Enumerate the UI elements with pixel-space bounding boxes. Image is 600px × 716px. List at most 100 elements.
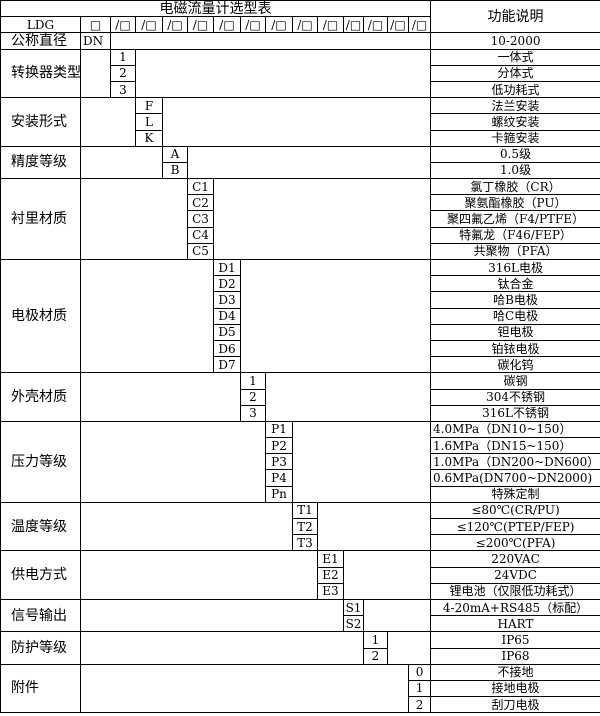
- option-desc: 316L不锈钢: [430, 404, 600, 422]
- option-desc: 分体式: [430, 64, 600, 82]
- group-label: 压力等级: [0, 420, 81, 503]
- group-label: 转换器类型: [0, 48, 81, 99]
- blank-cell: [80, 598, 344, 633]
- blank-cell: [239, 258, 432, 374]
- model-label: LDG: [0, 16, 81, 34]
- option-code: F: [135, 97, 163, 115]
- option-desc: 聚氨酯橡胶（PU）: [430, 194, 600, 212]
- option-code: 2: [240, 388, 266, 406]
- option-desc: 法兰安装: [430, 97, 600, 115]
- option-code: D3: [213, 291, 241, 309]
- nominal-code: DN: [80, 32, 111, 50]
- model-box: /□: [407, 16, 432, 34]
- option-code: A: [162, 145, 188, 163]
- option-code: D2: [213, 275, 241, 293]
- blank-cell: [362, 598, 432, 633]
- option-row: P3 1.0MPa（DN200~DN600）: [1, 453, 600, 471]
- option-code: 1: [407, 679, 432, 698]
- option-code: S1: [343, 598, 364, 617]
- blank-cell: [80, 178, 188, 260]
- nominal-desc: 10-2000: [430, 32, 600, 50]
- title-row: 电磁流量计选型表 功能说明: [0, 0, 600, 34]
- option-code: C4: [187, 226, 214, 244]
- option-code: D6: [213, 339, 241, 358]
- option-desc: 锂电池（仅限低功耗式）: [430, 582, 600, 600]
- option-desc: 接地电极: [430, 679, 600, 698]
- option-desc: 不接地: [430, 663, 600, 681]
- group-label: 精度等级: [0, 145, 81, 180]
- option-row: 电极材质 D1 316L电极: [0, 258, 600, 374]
- option-desc: 碳化钨: [430, 356, 600, 374]
- option-row: D5 钽电极: [1, 323, 600, 341]
- option-desc: 316L电极: [430, 258, 600, 277]
- option-code: 0: [407, 663, 432, 681]
- blank-cell: [264, 372, 432, 422]
- option-row: 压力等级 P1 4.0MPa（DN10~150）: [0, 420, 600, 503]
- option-row: 供电方式 E1 220VAC: [0, 550, 600, 600]
- option-code: C3: [187, 210, 214, 228]
- option-code: 2: [110, 64, 136, 82]
- option-desc: 聚四氟乙烯（F4/PTFE）: [430, 210, 600, 228]
- option-code: D4: [213, 307, 241, 325]
- option-code: L: [135, 113, 163, 131]
- option-row: C2 聚氨酯橡胶（PU）: [1, 194, 600, 212]
- option-row: 安装形式 F 法兰安装: [0, 97, 600, 147]
- group-label: 电极材质: [0, 258, 81, 374]
- option-desc: 1.0级: [430, 161, 600, 180]
- option-desc: 卡箍安装: [430, 129, 600, 147]
- option-row: 防护等级 1 IP65: [0, 631, 600, 665]
- option-desc: 哈C电极: [430, 307, 600, 325]
- option-desc: 碳钢: [430, 372, 600, 390]
- option-desc: ≤200℃(PFA): [430, 534, 600, 552]
- group-label: 安装形式: [0, 97, 81, 147]
- option-code: E3: [317, 582, 344, 600]
- option-desc: 低功耗式: [430, 80, 600, 99]
- option-code: P2: [265, 437, 293, 455]
- model-box: /□: [187, 16, 214, 34]
- option-code: P1: [265, 420, 293, 439]
- model-box: □: [80, 16, 111, 34]
- option-code: T1: [292, 501, 318, 520]
- model-box: /□: [162, 16, 188, 34]
- blank-cell: [386, 631, 432, 665]
- option-desc: ≤80℃(CR/PU): [430, 501, 600, 520]
- option-code: D1: [213, 258, 241, 277]
- option-code: 3: [110, 80, 136, 99]
- option-code: 1: [363, 631, 388, 649]
- option-row: 2 IP68: [1, 647, 600, 665]
- nominal-row: 公称直径 DN 10-2000: [0, 32, 600, 50]
- option-row: S2 HART: [1, 615, 600, 633]
- option-desc: 特殊定制: [430, 485, 600, 503]
- option-row: 温度等级 T1 ≤80℃(CR/PU): [0, 501, 600, 552]
- blank-cell: [291, 420, 432, 503]
- model-box: /□: [343, 16, 364, 34]
- option-desc: HART: [430, 615, 600, 633]
- option-code: B: [162, 161, 188, 180]
- blank-cell: [80, 550, 318, 600]
- option-code: C1: [187, 178, 214, 196]
- model-box: /□: [317, 16, 344, 34]
- model-box: /□: [292, 16, 318, 34]
- option-desc: 特氟龙（F46/FEP）: [430, 226, 600, 244]
- blank-cell: [186, 145, 432, 180]
- option-row: 1 接地电极: [1, 679, 600, 698]
- option-code: T3: [292, 534, 318, 552]
- blank-cell: [316, 501, 432, 552]
- option-desc: 4.0MPa（DN10~150）: [430, 420, 600, 439]
- option-desc: 304不锈钢: [430, 388, 600, 406]
- blank-cell: [80, 372, 241, 422]
- group-label: 供电方式: [0, 550, 81, 600]
- description-header: 功能说明: [430, 0, 600, 34]
- option-desc: 24VDC: [430, 566, 600, 584]
- option-code: T2: [292, 517, 318, 536]
- option-desc: 0.6MPa(DN700~DN2000): [430, 469, 600, 487]
- option-desc: 哈B电极: [430, 291, 600, 309]
- option-code: P3: [265, 453, 293, 471]
- table-title: 电磁流量计选型表: [0, 0, 432, 18]
- option-row: 3 低功耗式: [1, 80, 600, 99]
- option-desc: ≤120℃(PTEP/FEP): [430, 517, 600, 536]
- option-code: D5: [213, 323, 241, 341]
- blank-cell: [109, 32, 432, 50]
